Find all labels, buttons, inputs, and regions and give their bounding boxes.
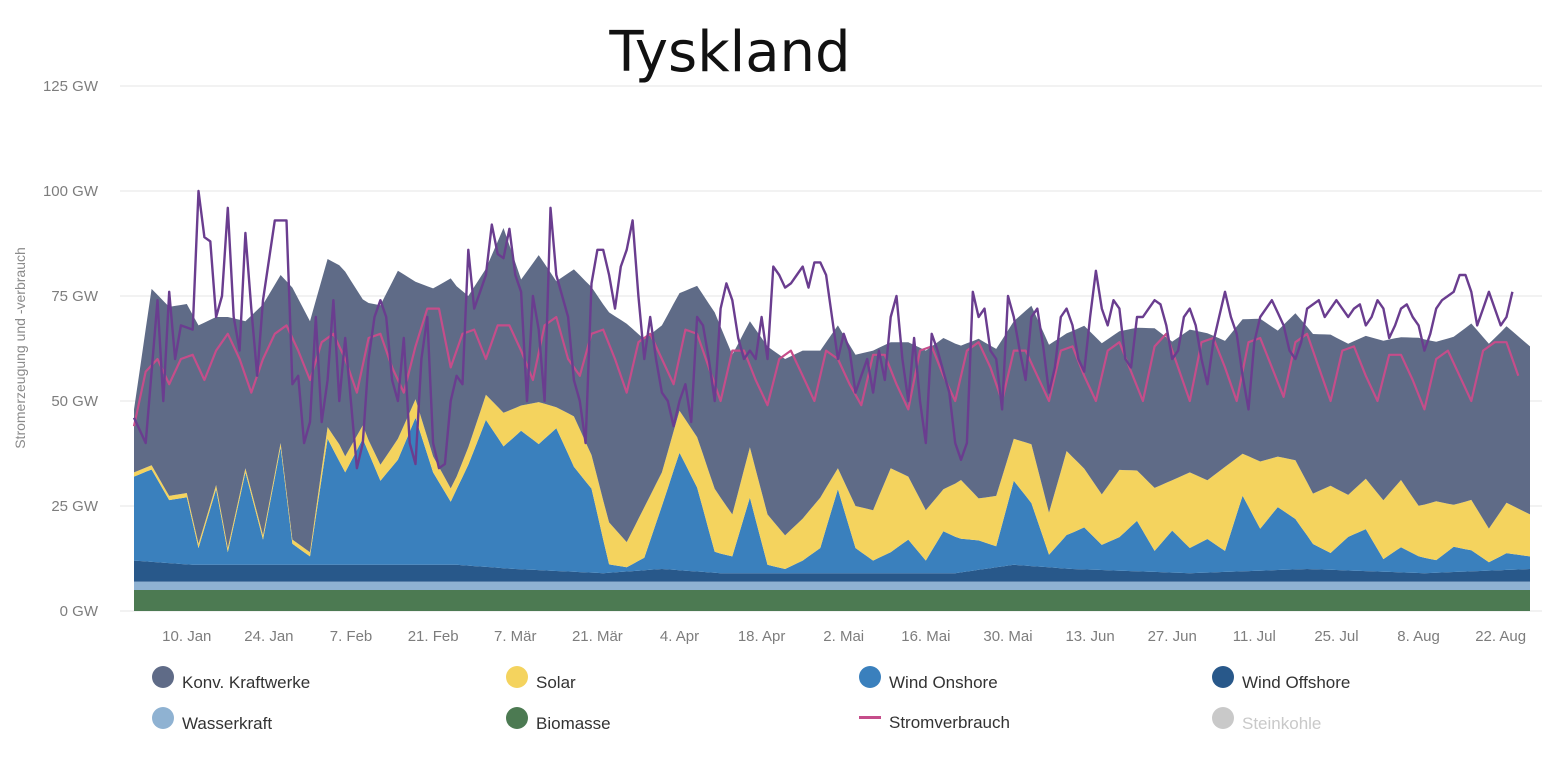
area-solar: [134, 394, 1530, 569]
x-tick-label: 21. Feb: [408, 628, 459, 645]
y-tick-label: 75 GW: [51, 288, 99, 305]
y-tick-label: 25 GW: [51, 498, 99, 515]
y-tick-label: 0 GW: [60, 603, 99, 620]
legend-swatch: [1212, 707, 1234, 729]
area-wind-offshore: [134, 560, 1530, 582]
x-tick-label: 24. Jan: [244, 628, 293, 645]
x-tick-label: 4. Apr: [660, 628, 699, 645]
legend-item-steinkohle[interactable]: Steinkohle: [1212, 707, 1322, 735]
legend-item-wind-offshore[interactable]: Wind Offshore: [1212, 666, 1351, 694]
legend-swatch: [152, 666, 174, 688]
legend-label: Stromverbrauch: [889, 713, 1010, 732]
x-tick-label: 7. Feb: [330, 628, 373, 645]
x-tick-label: 27. Jun: [1148, 628, 1197, 645]
area-biomasse: [134, 590, 1530, 611]
legend-item-biomasse[interactable]: Biomasse: [506, 707, 611, 735]
y-tick-label: 125 GW: [43, 78, 99, 95]
x-tick-label: 16. Mai: [901, 628, 950, 645]
legend-swatch: [152, 707, 174, 729]
x-tick-label: 7. Mär: [494, 628, 537, 645]
x-tick-label: 18. Apr: [738, 628, 786, 645]
area-wind-onshore: [134, 417, 1530, 574]
area-wasserkraft: [134, 581, 1530, 590]
x-tick-label: 13. Jun: [1065, 628, 1114, 645]
legend-swatch: [506, 707, 528, 729]
legend-swatch: [859, 666, 881, 688]
x-tick-label: 25. Jul: [1314, 628, 1358, 645]
legend-item-solar[interactable]: Solar: [506, 666, 576, 694]
y-tick-label: 100 GW: [43, 183, 99, 200]
legend-label: Wasserkraft: [182, 714, 273, 733]
legend-item-wasserkraft[interactable]: Wasserkraft: [152, 707, 273, 735]
x-tick-label: 30. Mai: [983, 628, 1032, 645]
x-tick-label: 11. Jul: [1233, 628, 1276, 645]
legend-swatch: [506, 666, 528, 688]
area-konv-kraftwerke: [134, 228, 1530, 553]
legend-label: Wind Offshore: [1242, 673, 1351, 692]
y-tick-label: 50 GW: [51, 393, 99, 410]
line-series-1: [132, 307, 1520, 427]
x-tick-label: 8. Aug: [1397, 628, 1440, 645]
legend-label: Wind Onshore: [889, 673, 998, 692]
legend-label: Konv. Kraftwerke: [182, 673, 311, 692]
legend-label: Biomasse: [536, 714, 611, 733]
x-tick-label: 21. Mär: [572, 628, 623, 645]
line-series-2: [132, 189, 1514, 470]
x-tick-label: 2. Mai: [823, 628, 864, 645]
x-tick-label: 22. Aug: [1475, 628, 1526, 645]
legend-item-stromverbrauch[interactable]: Stromverbrauch: [859, 713, 1010, 733]
legend-swatch: [859, 715, 881, 719]
legend-item-wind-onshore[interactable]: Wind Onshore: [859, 666, 998, 694]
legend-item-konv-kraftwerke[interactable]: Konv. Kraftwerke: [152, 666, 311, 694]
legend-label: Steinkohle: [1242, 714, 1322, 733]
chart-title: Tyskland: [609, 20, 851, 85]
x-tick-label: 10. Jan: [162, 628, 211, 645]
legend-swatch: [1212, 666, 1234, 688]
legend-label: Solar: [536, 673, 576, 692]
